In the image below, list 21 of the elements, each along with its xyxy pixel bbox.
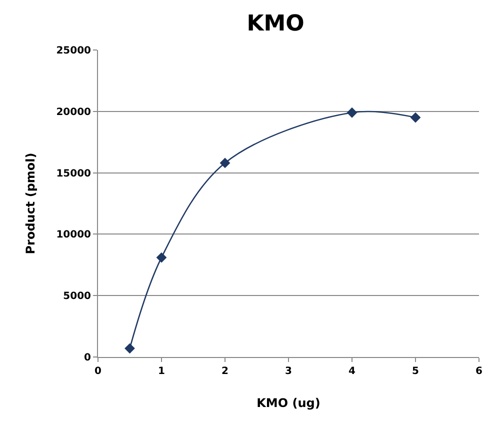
- y-tick-label: 15000: [56, 168, 92, 180]
- point: [220, 158, 230, 168]
- point: [124, 343, 135, 354]
- y-axis-title: Product (pmol): [24, 152, 38, 254]
- x-axis-title: KMO (ug): [256, 396, 320, 410]
- point: [410, 112, 421, 123]
- y-tick-label: 20000: [56, 106, 92, 118]
- y-tick-label: 5000: [63, 291, 92, 302]
- x-tick-label: 1: [158, 366, 166, 377]
- point: [346, 107, 358, 118]
- y-tick-label: 0: [84, 352, 92, 364]
- x-tick-label: 4: [348, 366, 356, 377]
- x-tick-label: 0: [94, 366, 102, 377]
- x-tick-label: 2: [222, 366, 229, 377]
- y-tick-label: 25000: [56, 46, 92, 56]
- y-tick-label: 10000: [56, 230, 92, 241]
- x-tick-label: 6: [476, 366, 483, 377]
- point: [156, 252, 167, 263]
- chart-title: KMO: [246, 12, 304, 37]
- x-tick-label: 3: [285, 366, 292, 377]
- x-tick-label: 5: [412, 366, 420, 377]
